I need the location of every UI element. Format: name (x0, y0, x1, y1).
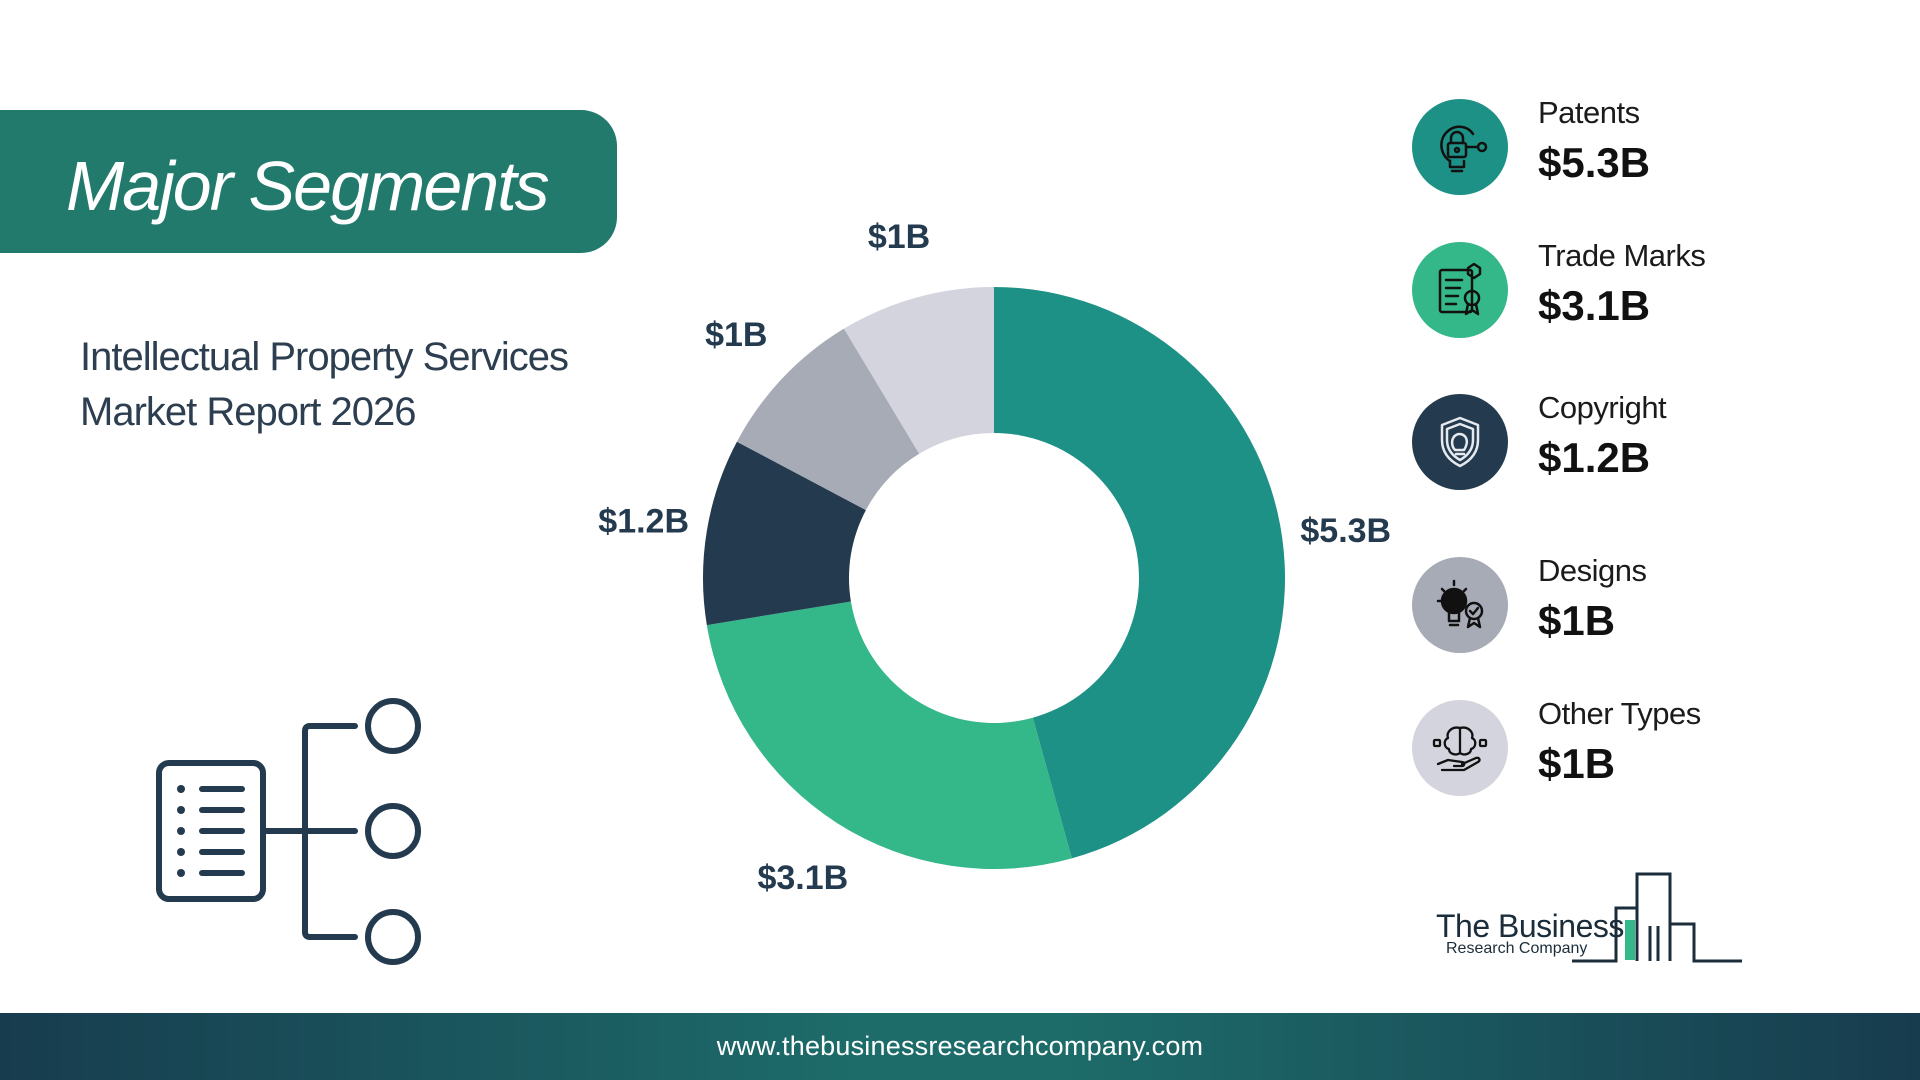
segments-tree-icon (156, 698, 421, 965)
donut-slice-other-types (843, 287, 994, 454)
donut-label-copyright: $1.2B (598, 503, 689, 541)
legend-swatch-copyright (1412, 394, 1508, 490)
legend-swatch-other-types (1412, 700, 1508, 796)
legend-value: $3.1B (1538, 282, 1651, 329)
donut-label-trade-marks: $3.1B (757, 859, 848, 897)
donut-slice-copyright (703, 441, 866, 626)
legend-item-copyright: Copyright $1.2B (1412, 390, 1892, 490)
logo-buildings-icon (1572, 872, 1742, 963)
subtitle-line-2: Market Report 2026 (80, 390, 417, 434)
donut-label-designs: $1B (705, 316, 767, 354)
logo-line-2: Research Company (1446, 940, 1588, 957)
footer-bar: www.thebusinessresearchcompany.com (0, 1013, 1920, 1080)
shield-bulb-icon (1440, 416, 1480, 468)
legend-name: Copyright (1538, 390, 1667, 425)
donut-label-other-types: $1B (868, 218, 930, 256)
donut-labels: $5.3B $3.1B $1.2B $1B $1B (598, 218, 1391, 897)
company-logo: The Business Research Company (1432, 868, 1752, 968)
legend-name: Other Types (1538, 696, 1701, 731)
subtitle-line-1: Intellectual Property Services (80, 335, 569, 379)
donut-label-patents: $5.3B (1300, 512, 1391, 550)
donut-slice-trade-marks (706, 601, 1072, 869)
brain-hand-icon (1432, 726, 1488, 772)
legend-value: $1B (1538, 740, 1616, 787)
idea-money-icon (1436, 579, 1484, 629)
legend-swatch-patents (1412, 99, 1508, 195)
legend-item-designs: Designs $1B (1412, 553, 1892, 653)
website-link[interactable]: www.thebusinessresearchcompany.com (716, 1031, 1204, 1061)
report-subtitle: Intellectual Property Services Market Re… (80, 330, 600, 440)
certificate-icon (1438, 262, 1482, 316)
legend-value: $5.3B (1538, 139, 1651, 186)
legend-name: Patents (1538, 95, 1640, 130)
legend-value: $1B (1538, 597, 1616, 644)
lock-lightbulb-icon (1440, 125, 1488, 173)
legend-name: Trade Marks (1538, 238, 1706, 273)
legend-name: Designs (1538, 553, 1647, 588)
legend-item-other-types: Other Types $1B (1412, 696, 1892, 796)
logo-line-1: The Business (1436, 908, 1624, 944)
legend-item-patents: Patents $5.3B (1412, 95, 1892, 195)
legend-item-trade-marks: Trade Marks $3.1B (1412, 238, 1892, 338)
donut-slice-designs (736, 328, 920, 511)
title-banner: Major Segments (0, 110, 617, 253)
legend-value: $1.2B (1538, 434, 1651, 481)
page-title: Major Segments (66, 147, 550, 225)
donut-chart: $5.3B $3.1B $1.2B $1B $1B (598, 218, 1391, 897)
donut-slice-patents (994, 287, 1285, 859)
legend-swatch-trade-marks (1412, 242, 1508, 338)
legend-swatch-designs (1412, 557, 1508, 653)
donut-slices (703, 287, 1285, 869)
